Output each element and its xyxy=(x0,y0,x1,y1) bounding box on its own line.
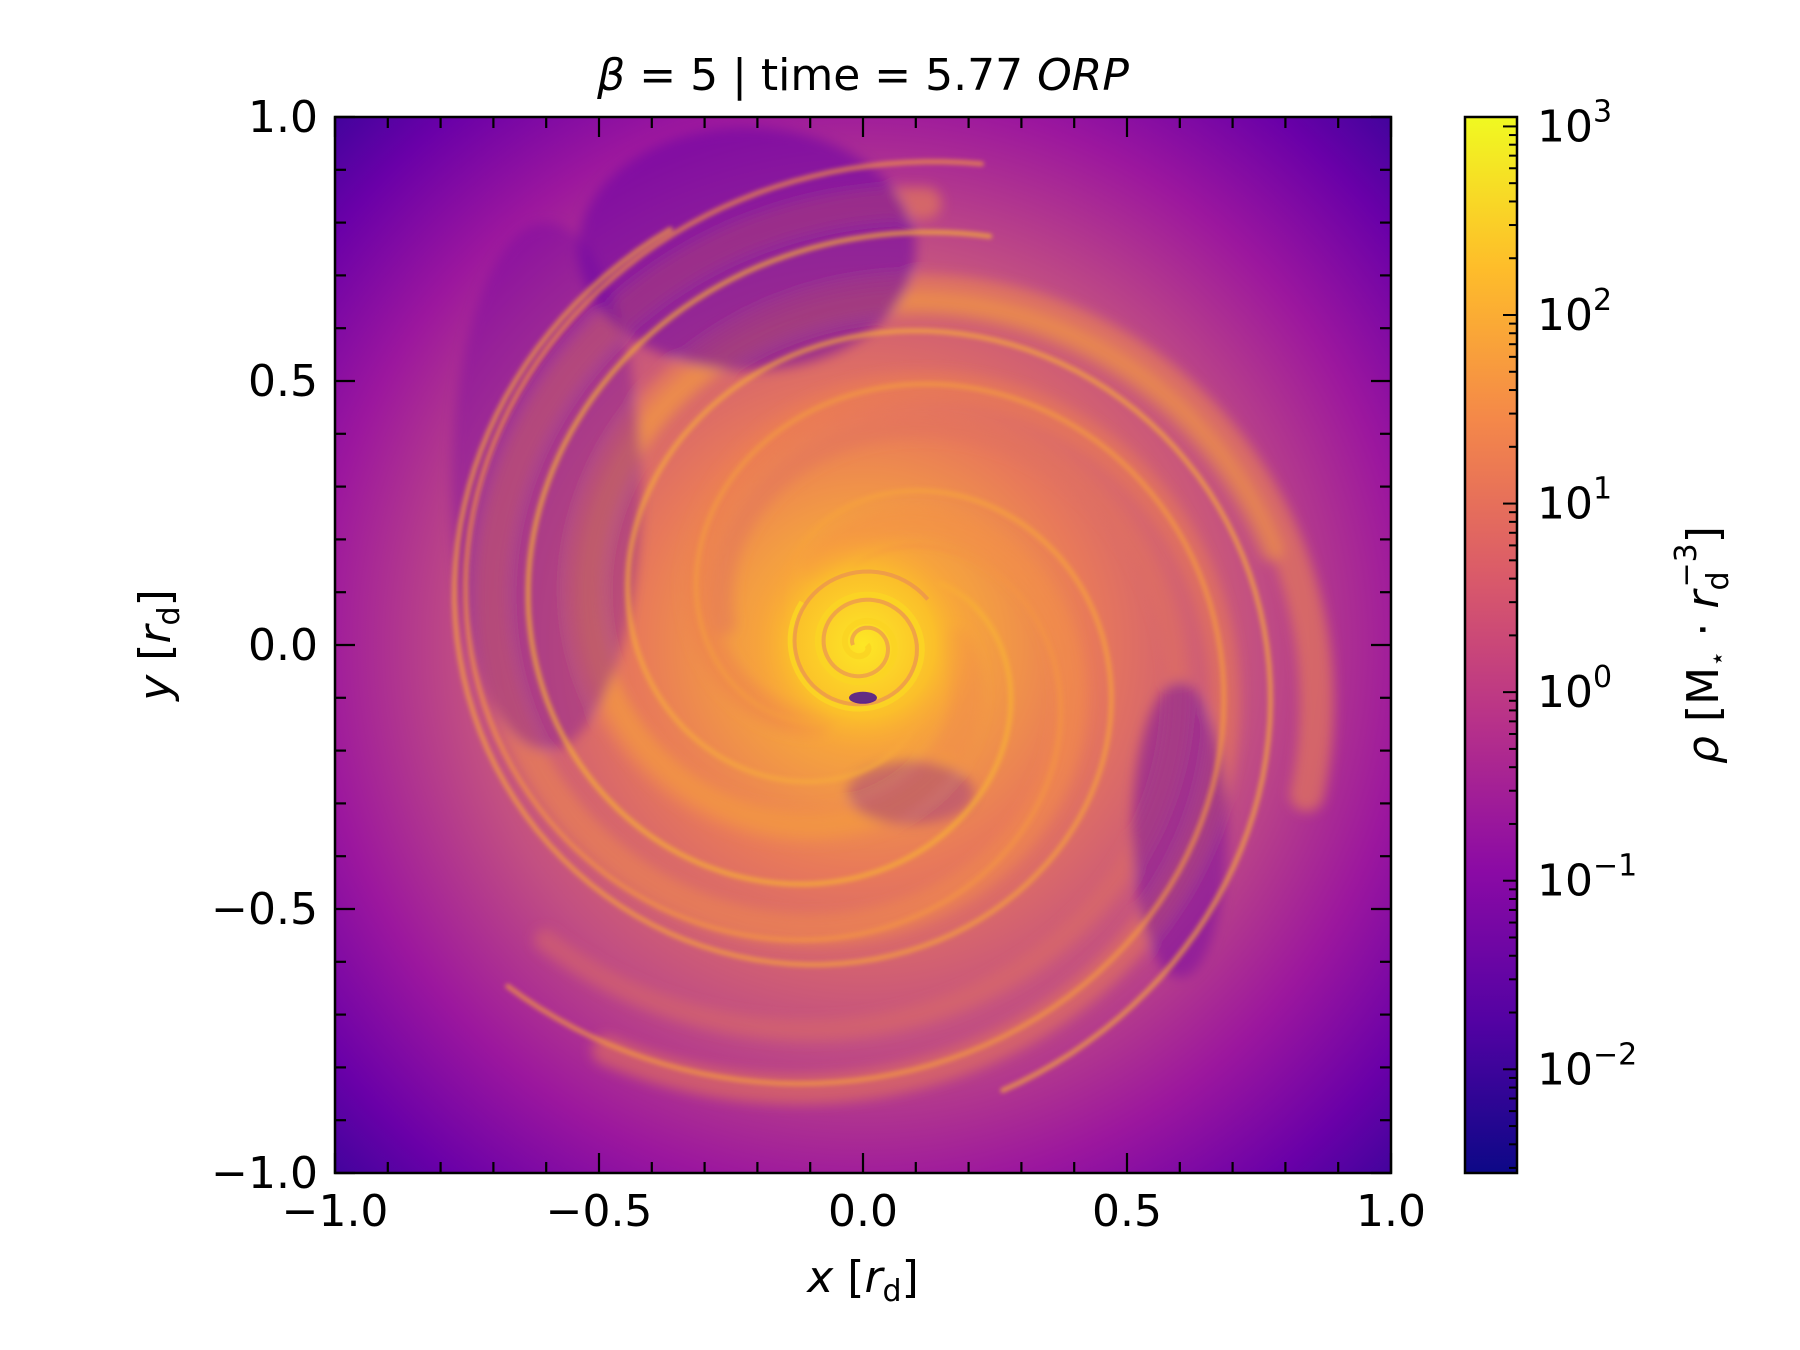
x-tick-label: 1.0 xyxy=(1356,1186,1426,1237)
colorbar-tick-label: 10−2 xyxy=(1537,1037,1637,1095)
y-axis-label: y [rd] xyxy=(130,589,187,703)
density-heatmap xyxy=(335,117,1391,1173)
colorbar-tick-label: 101 xyxy=(1537,472,1612,530)
colorbar xyxy=(1463,115,1519,1175)
low-density-gap xyxy=(577,127,916,371)
x-axis-label: x [rd] xyxy=(805,1252,919,1309)
x-tick-label: −0.5 xyxy=(546,1186,653,1237)
colorbar-tick-label: 103 xyxy=(1537,94,1612,152)
density-filament xyxy=(505,381,1227,1087)
core-void xyxy=(849,691,877,704)
colorbar-tick-label: 10−1 xyxy=(1537,849,1637,907)
density-filament xyxy=(451,226,1114,968)
y-tick-label: 0.5 xyxy=(248,356,318,407)
x-axis-ticks xyxy=(333,117,1393,1173)
x-tick-label: 0.0 xyxy=(828,1186,898,1237)
x-tick-label: −1.0 xyxy=(282,1186,389,1237)
x-tick-label: 0.5 xyxy=(1092,1186,1162,1237)
density-filament xyxy=(525,229,1014,887)
y-tick-label: −0.5 xyxy=(211,884,318,935)
y-axis-tick-labels: −1.0 −0.5 0.0 0.5 1.0 xyxy=(211,92,318,1199)
colorbar-ticks xyxy=(1503,125,1517,1169)
y-tick-label: 0.0 xyxy=(248,620,318,671)
colorbar-label: ρ [M⋆ · rd−3] xyxy=(1669,526,1736,764)
spiral-arm xyxy=(534,415,1189,1042)
y-axis-ticks xyxy=(335,115,1391,1175)
low-density-gap xyxy=(847,761,974,825)
y-tick-label: −1.0 xyxy=(211,1148,318,1199)
colorbar-tick-label: 102 xyxy=(1537,283,1612,341)
y-tick-label: 1.0 xyxy=(248,92,318,143)
chart-title: β = 5 | time = 5.77 ORP xyxy=(596,50,1129,101)
core-spiral-inner xyxy=(792,569,930,707)
density-filament xyxy=(463,159,1064,943)
colorbar-tick-label: 100 xyxy=(1537,660,1612,718)
density-filament xyxy=(625,328,1274,1093)
core-spiral xyxy=(787,591,925,712)
low-density-gap xyxy=(1132,681,1228,978)
colorbar-tick-labels: 10−2 10−1 100 101 102 103 xyxy=(1537,94,1637,1095)
x-axis-tick-labels: −1.0 −0.5 0.0 0.5 1.0 xyxy=(282,1186,1426,1237)
